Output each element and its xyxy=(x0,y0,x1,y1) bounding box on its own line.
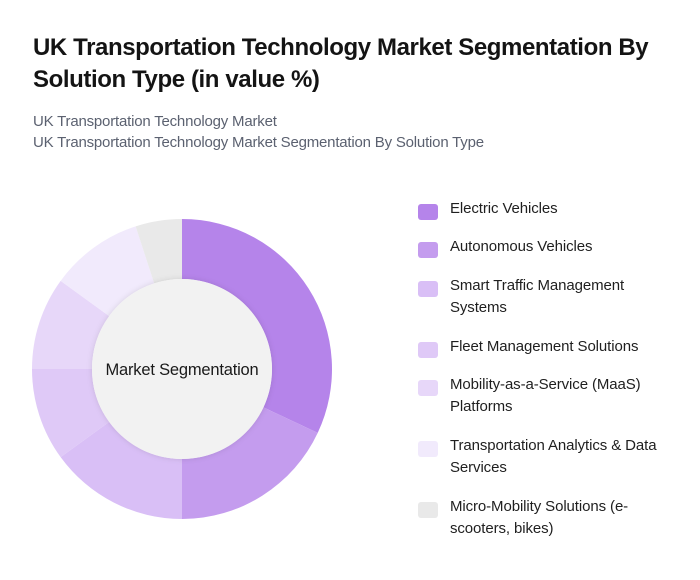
donut-center xyxy=(92,279,272,459)
legend-item-transportation-analytics[interactable]: Transportation Analytics & Data Services xyxy=(418,435,665,479)
legend-label: Fleet Management Solutions xyxy=(450,338,639,355)
legend-label: Smart Traffic Management Systems xyxy=(450,277,625,316)
donut-segment[interactable] xyxy=(135,219,182,284)
donut-segment[interactable] xyxy=(182,219,332,433)
legend-swatch-icon xyxy=(418,204,438,220)
legend-swatch-icon xyxy=(418,441,438,457)
legend-item-electric-vehicles[interactable]: Electric Vehicles xyxy=(418,198,665,220)
legend-item-maas-platforms[interactable]: Mobility-as-a-Service (MaaS) Platforms xyxy=(418,374,665,418)
legend-swatch-icon xyxy=(418,502,438,518)
legend-label: Electric Vehicles xyxy=(450,200,558,217)
donut-segment[interactable] xyxy=(60,421,182,519)
legend-label: Transportation Analytics & Data Services xyxy=(450,437,657,476)
legend-item-smart-traffic-management[interactable]: Smart Traffic Management Systems xyxy=(418,275,665,319)
legend-label: Mobility-as-a-Service (MaaS) Platforms xyxy=(450,376,641,415)
donut-chart xyxy=(32,219,332,519)
legend-swatch-icon xyxy=(418,380,438,396)
legend-item-autonomous-vehicles[interactable]: Autonomous Vehicles xyxy=(418,236,665,258)
chart-title: UK Transportation Technology Market Segm… xyxy=(33,34,649,93)
donut-segment[interactable] xyxy=(32,280,110,369)
donut-segment[interactable] xyxy=(182,407,318,519)
legend-label: Autonomous Vehicles xyxy=(450,238,593,255)
legend-item-micro-mobility[interactable]: Micro-Mobility Solutions (e-scooters, bi… xyxy=(418,496,665,540)
donut-segment[interactable] xyxy=(32,369,110,458)
chart-subtitle-market: UK Transportation Technology Market xyxy=(33,113,277,130)
legend-item-fleet-management[interactable]: Fleet Management Solutions xyxy=(418,336,665,358)
legend-swatch-icon xyxy=(418,242,438,258)
legend-label: Micro-Mobility Solutions (e-scooters, bi… xyxy=(450,498,629,537)
donut-segment[interactable] xyxy=(60,226,155,317)
legend-swatch-icon xyxy=(418,342,438,358)
chart-subtitle-segmentation: UK Transportation Technology Market Segm… xyxy=(33,134,484,151)
legend-swatch-icon xyxy=(418,281,438,297)
